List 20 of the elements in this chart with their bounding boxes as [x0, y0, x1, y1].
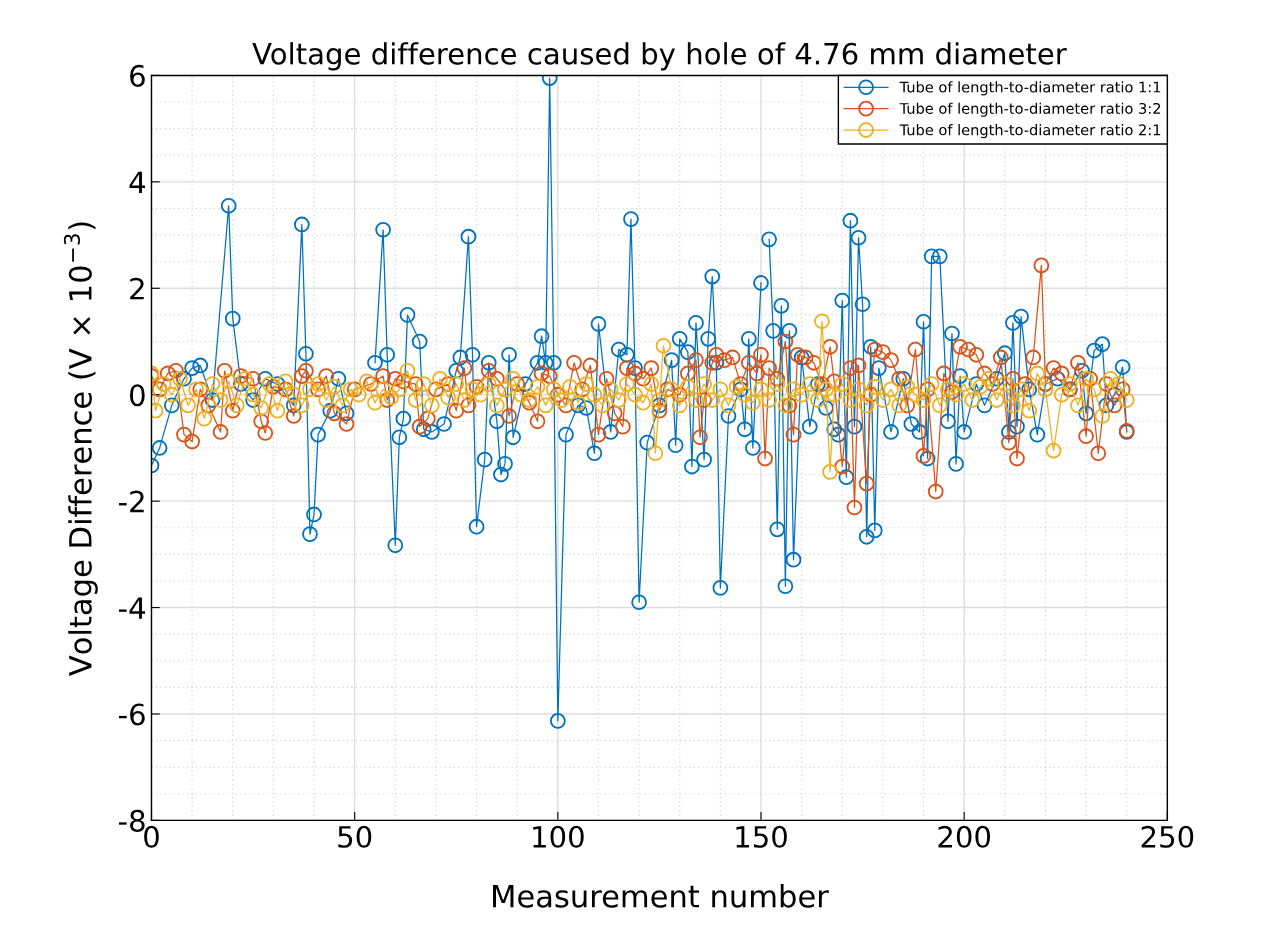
y-tick-label: -4 — [118, 597, 145, 619]
y-tick-label: -6 — [118, 703, 145, 726]
x-tick-label: 100 — [533, 825, 584, 848]
chart-title: Voltage difference caused by hole of 4.76 mm diameter — [252, 42, 1067, 71]
legend-label: Tube of length-to-diameter ratio 1:1 — [899, 81, 1161, 96]
legend-label: Tube of length-to-diameter ratio 3:2 — [899, 102, 1161, 117]
y-tick-label: -8 — [118, 809, 145, 832]
y-tick-label: 0 — [129, 384, 145, 407]
y-tick-label: 4 — [129, 171, 145, 193]
x-tick-label: 250 — [1141, 825, 1194, 848]
x-tick-label: 150 — [736, 825, 787, 848]
x-tick-label: 200 — [938, 825, 991, 848]
x-axis-title: Measurement number — [493, 884, 829, 908]
y-tick-label: -2 — [118, 490, 144, 513]
y-tick-label: 2 — [130, 277, 144, 300]
x-tick-label: 50 — [338, 825, 372, 848]
y-tick-label: 6 — [130, 64, 145, 87]
legend-label: Tube of length-to-diameter ratio 2:1 — [899, 124, 1161, 139]
y-axis-title: Voltage Difference (V × 10$^{−3}$) — [63, 222, 98, 676]
x-tick-label: 0 — [144, 825, 159, 848]
